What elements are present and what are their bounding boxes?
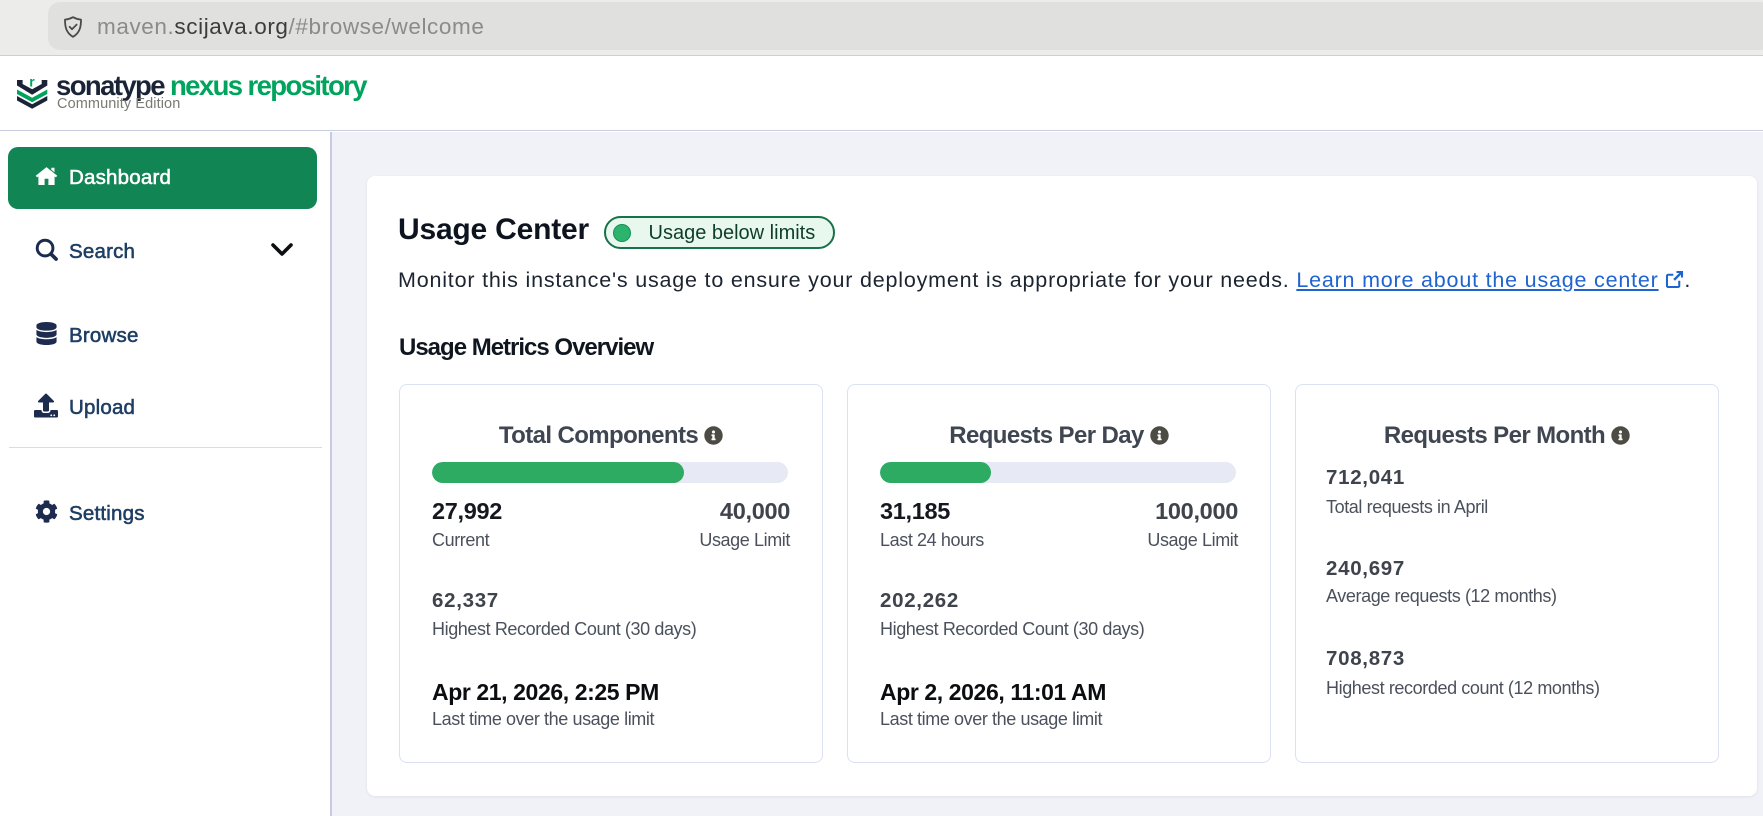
- svg-text:r: r: [29, 77, 35, 90]
